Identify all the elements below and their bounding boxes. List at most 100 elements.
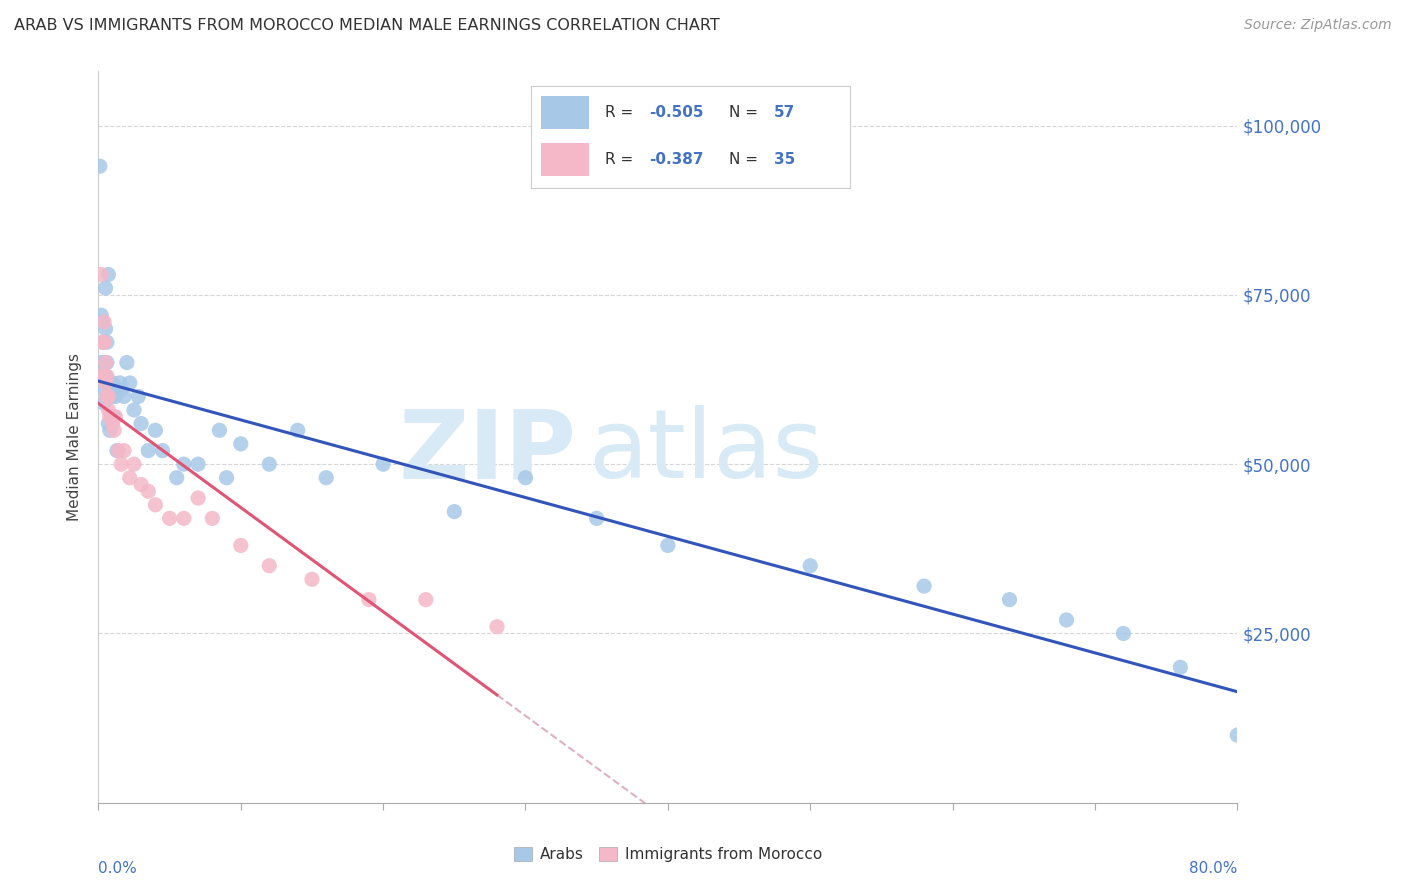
Point xyxy=(101,376,124,390)
Point xyxy=(103,423,125,437)
Point xyxy=(229,437,252,451)
Point xyxy=(166,471,188,485)
Text: ARAB VS IMMIGRANTS FROM MOROCCO MEDIAN MALE EARNINGS CORRELATION CHART: ARAB VS IMMIGRANTS FROM MOROCCO MEDIAN M… xyxy=(14,18,720,33)
Point xyxy=(96,369,118,384)
Point xyxy=(259,457,281,471)
Point xyxy=(100,409,122,424)
Point xyxy=(94,376,117,390)
Point xyxy=(145,498,167,512)
Point xyxy=(90,308,112,322)
Point xyxy=(145,423,167,437)
Point xyxy=(89,369,111,384)
Point xyxy=(122,403,145,417)
Point xyxy=(259,558,281,573)
Point xyxy=(912,579,935,593)
Point xyxy=(91,369,114,384)
Point xyxy=(91,315,114,329)
Point xyxy=(1112,626,1135,640)
Point xyxy=(115,355,138,369)
Point xyxy=(90,355,112,369)
Point xyxy=(657,538,679,552)
Point xyxy=(96,355,118,369)
Point xyxy=(998,592,1021,607)
Point xyxy=(91,335,114,350)
Point xyxy=(287,423,309,437)
Point xyxy=(93,315,115,329)
Point xyxy=(101,417,124,431)
Point xyxy=(96,389,118,403)
Point xyxy=(91,369,114,384)
Point xyxy=(93,335,115,350)
Point xyxy=(90,268,112,282)
Point xyxy=(108,376,131,390)
Point xyxy=(98,423,121,437)
Point xyxy=(152,443,174,458)
Point xyxy=(112,389,135,403)
Point xyxy=(96,389,118,403)
Point xyxy=(415,592,437,607)
Point xyxy=(173,457,195,471)
Point xyxy=(103,409,125,424)
Point xyxy=(97,403,120,417)
Text: Source: ZipAtlas.com: Source: ZipAtlas.com xyxy=(1244,18,1392,32)
Point xyxy=(110,383,132,397)
Point xyxy=(301,572,323,586)
Point xyxy=(105,443,128,458)
Legend: Arabs, Immigrants from Morocco: Arabs, Immigrants from Morocco xyxy=(508,841,828,868)
Point xyxy=(585,511,607,525)
Point xyxy=(97,389,120,403)
Point xyxy=(98,409,121,424)
Point xyxy=(93,355,115,369)
Point xyxy=(98,376,121,390)
Point xyxy=(94,281,117,295)
Text: ZIP: ZIP xyxy=(399,405,576,499)
Point xyxy=(104,409,127,424)
Point xyxy=(159,511,181,525)
Point xyxy=(112,443,135,458)
Point xyxy=(1170,660,1192,674)
Point xyxy=(110,457,132,471)
Point xyxy=(91,335,114,350)
Point xyxy=(96,335,118,350)
Point xyxy=(118,471,141,485)
Point xyxy=(215,471,238,485)
Point xyxy=(187,457,209,471)
Point xyxy=(187,491,209,505)
Point xyxy=(173,511,195,525)
Point xyxy=(100,389,122,403)
Point xyxy=(129,417,152,431)
Point xyxy=(118,376,141,390)
Point xyxy=(315,471,337,485)
Text: 80.0%: 80.0% xyxy=(1189,862,1237,876)
Point xyxy=(94,369,117,384)
Text: atlas: atlas xyxy=(588,405,824,499)
Point xyxy=(97,268,120,282)
Point xyxy=(208,423,231,437)
Y-axis label: Median Male Earnings: Median Male Earnings xyxy=(67,353,83,521)
Point xyxy=(136,443,159,458)
Point xyxy=(1226,728,1249,742)
Point xyxy=(93,396,115,410)
Point xyxy=(93,383,115,397)
Point xyxy=(357,592,380,607)
Point xyxy=(89,159,111,173)
Point xyxy=(129,477,152,491)
Point xyxy=(373,457,395,471)
Point xyxy=(515,471,537,485)
Point xyxy=(1056,613,1078,627)
Point xyxy=(94,322,117,336)
Point xyxy=(136,484,159,499)
Point xyxy=(94,355,117,369)
Point xyxy=(201,511,224,525)
Point xyxy=(101,409,124,424)
Point xyxy=(486,620,509,634)
Point xyxy=(97,417,120,431)
Point xyxy=(443,505,465,519)
Point xyxy=(127,389,149,403)
Point xyxy=(122,457,145,471)
Text: 0.0%: 0.0% xyxy=(98,862,138,876)
Point xyxy=(104,389,127,403)
Point xyxy=(229,538,252,552)
Point xyxy=(799,558,821,573)
Point xyxy=(107,443,129,458)
